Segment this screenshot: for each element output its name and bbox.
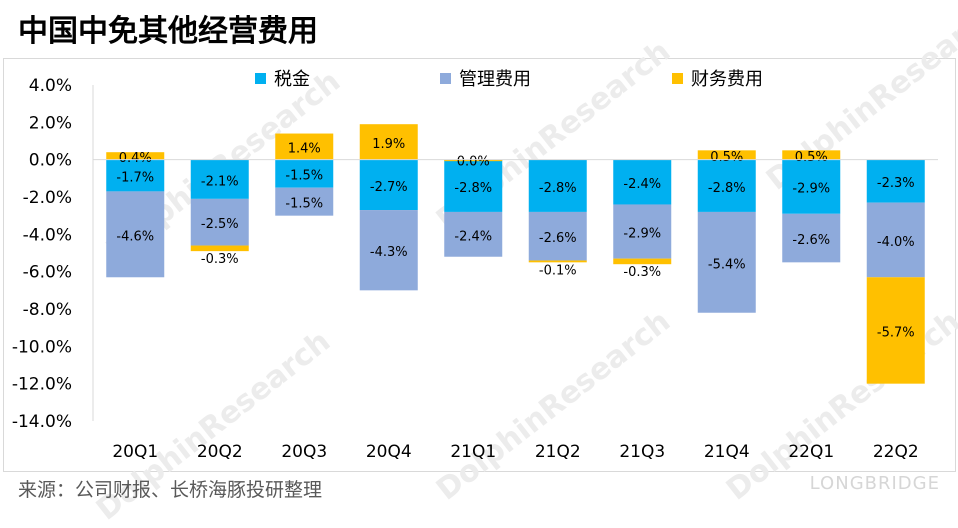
chart-title: 中国中免其他经营费用: [18, 14, 318, 49]
legend-label-admin: 管理费用: [459, 69, 531, 90]
y-tick-label: -10.0%: [12, 337, 72, 357]
bar-tax-22Q1: [782, 159, 841, 214]
brand-watermark: LONGBRIDGE: [809, 473, 940, 494]
data-label: -4.6%: [116, 229, 154, 244]
x-tick-label: 22Q1: [788, 442, 834, 462]
data-label: -1.5%: [285, 197, 323, 212]
data-label: -5.4%: [708, 257, 746, 272]
bar-finance-20Q3: [275, 133, 334, 160]
data-label: -0.3%: [201, 252, 239, 267]
bar-tax-21Q1: [444, 159, 503, 212]
x-tick-label: 21Q1: [450, 442, 496, 462]
y-tick-label: -12.0%: [12, 375, 72, 395]
data-label: 0.4%: [119, 151, 152, 166]
data-label: -0.1%: [539, 263, 577, 278]
x-tick-label: 20Q3: [281, 442, 327, 462]
data-label: -4.3%: [370, 245, 408, 260]
bar-finance-21Q1: [444, 159, 503, 162]
bar-finance-20Q4: [359, 124, 418, 160]
bar-tax-21Q2: [528, 159, 587, 212]
data-label: -2.4%: [623, 177, 661, 192]
legend-item-admin: 管理费用: [440, 66, 531, 90]
data-label: -2.8%: [454, 181, 492, 196]
x-tick-label: 21Q3: [619, 442, 665, 462]
x-tick-label: 20Q1: [112, 442, 158, 462]
bar-finance-22Q2: [866, 277, 925, 384]
bar-admin-21Q1: [444, 211, 503, 257]
bar-tax-21Q3: [613, 159, 672, 205]
data-label: -2.3%: [877, 176, 915, 191]
bar-finance-20Q1: [106, 152, 165, 160]
data-label: -2.8%: [708, 181, 746, 196]
chart-frame: [3, 58, 956, 472]
bar-finance-21Q3: [613, 258, 672, 265]
legend-item-tax: 税金: [255, 66, 310, 90]
data-label: 0.5%: [710, 150, 743, 165]
bar-tax-22Q2: [866, 159, 925, 203]
bar-finance-22Q1: [782, 150, 841, 160]
data-label: -5.7%: [877, 325, 915, 340]
data-label: 1.9%: [372, 137, 405, 152]
y-tick-label: -6.0%: [23, 263, 72, 283]
data-label: -1.7%: [116, 171, 154, 186]
legend-swatch-finance: [672, 72, 683, 84]
bar-finance-20Q2: [190, 245, 249, 252]
bar-tax-20Q1: [106, 159, 165, 192]
bar-admin-21Q4: [697, 211, 756, 313]
data-label: -2.7%: [370, 180, 408, 195]
data-label: -4.0%: [877, 235, 915, 250]
x-tick-label: 21Q2: [535, 442, 581, 462]
data-label: -2.9%: [792, 182, 830, 197]
legend-label-finance: 财务费用: [691, 69, 763, 90]
y-tick-label: -4.0%: [23, 225, 72, 245]
bar-admin-20Q3: [275, 187, 334, 216]
bar-admin-22Q2: [866, 202, 925, 278]
y-tick-label: -2.0%: [23, 188, 72, 208]
legend-swatch-tax: [255, 72, 266, 84]
bar-admin-20Q1: [106, 191, 165, 278]
data-label: 0.0%: [457, 155, 490, 170]
y-tick-label: 2.0%: [29, 113, 72, 133]
bar-admin-22Q1: [782, 213, 841, 263]
data-label: 1.4%: [288, 142, 321, 157]
bar-admin-20Q4: [359, 210, 418, 291]
bar-finance-21Q2: [528, 260, 587, 263]
source-note: 来源：公司财报、长桥海豚投研整理: [18, 479, 323, 501]
bar-admin-20Q2: [190, 198, 249, 246]
data-label: -0.3%: [623, 265, 661, 280]
legend-item-finance: 财务费用: [672, 66, 763, 90]
y-tick-label: -14.0%: [12, 412, 72, 432]
x-tick-label: 22Q2: [873, 442, 919, 462]
data-label: 0.5%: [795, 150, 828, 165]
data-label: -2.8%: [539, 181, 577, 196]
x-tick-label: 20Q2: [197, 442, 243, 462]
bar-tax-20Q3: [275, 159, 334, 188]
y-tick-label: 0.0%: [29, 151, 72, 171]
bar-admin-21Q2: [528, 211, 587, 261]
data-label: -2.6%: [539, 231, 577, 246]
stacked-bar-chart: 4.0% 2.0% 0.0% -2.0% -4.0% -6.0% -8.0% -10.0% -1…: [12, 76, 938, 462]
bar-tax-20Q2: [190, 159, 249, 199]
data-label: -2.4%: [454, 229, 492, 244]
data-label: -2.6%: [792, 233, 830, 248]
data-label: -2.5%: [201, 217, 239, 232]
bar-tax-21Q4: [697, 159, 756, 212]
legend-label-tax: 税金: [274, 69, 310, 90]
legend-swatch-admin: [440, 72, 451, 84]
y-tick-label: -8.0%: [23, 300, 72, 320]
data-label: -1.5%: [285, 169, 323, 184]
y-tick-label: 4.0%: [29, 76, 72, 96]
bar-admin-21Q3: [613, 204, 672, 259]
bar-tax-20Q4: [359, 159, 418, 211]
data-label: -2.9%: [623, 227, 661, 242]
bar-finance-21Q4: [697, 150, 756, 160]
x-tick-label: 20Q4: [366, 442, 412, 462]
data-label: -2.1%: [201, 174, 239, 189]
x-tick-label: 21Q4: [704, 442, 750, 462]
